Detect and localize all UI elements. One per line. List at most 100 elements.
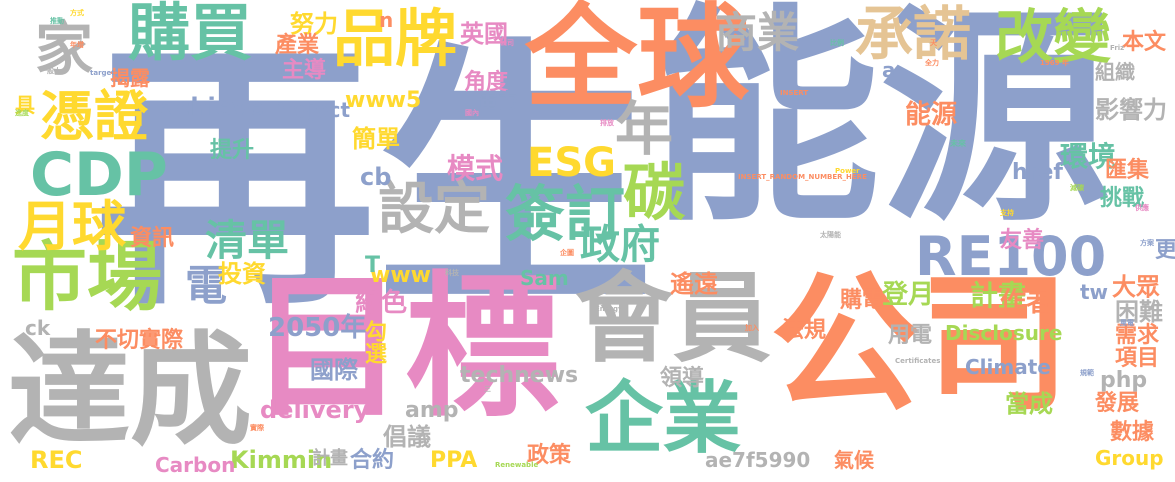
word: 供應 [1135,204,1149,212]
word: 投資 [218,260,266,288]
word: 達成 [8,320,252,462]
word: 本文 [1122,30,1167,55]
word: 發展 [1095,391,1140,416]
word: tw [1080,280,1109,304]
word: 方案 [1140,239,1154,247]
word: 風電 [1120,319,1134,327]
word: 不切實際 [95,328,184,353]
word: 當成 [1005,390,1053,418]
word: 英國 [460,20,508,48]
word: 國內 [465,109,479,117]
word: 需求 [1115,323,1160,348]
word: Carbon [155,453,236,477]
word: 更 [1155,238,1175,263]
word: 支持 [1000,209,1014,217]
word: 排放 [600,119,614,127]
word: 綠色 [355,288,408,318]
word: 太陽能 [820,231,841,239]
word: PPA [430,448,478,473]
word: 角度 [464,70,509,95]
word: 市場 [12,233,163,321]
word: 政策 [527,443,572,468]
word: 匯集 [1105,158,1150,183]
word: 年 [615,95,674,163]
word: 科技 [445,269,459,277]
word: 遙遠 [670,270,718,298]
word: 企圖 [560,249,574,257]
word: amp [405,398,459,423]
word: 加入 [745,324,759,332]
word: Climate [965,355,1051,379]
word: 氣候 [834,448,874,472]
word: RE100 [915,225,1107,288]
word: 方式 [70,9,84,17]
word: 三 [484,385,491,393]
word: 揭露 [110,66,150,90]
word: 計畫 [970,279,1027,312]
word: n [379,8,394,32]
word: 購電 [840,288,885,313]
word: 再生 [95,17,655,343]
word: 承諾 [855,0,972,68]
word: 1969 年 [1040,59,1069,67]
word: Renewable [495,461,539,469]
word: 主導 [282,58,327,83]
word: 政府 [580,222,660,268]
word: 大眾 [1112,273,1160,301]
word: target [90,69,115,77]
word: 目標 [250,257,560,438]
word: 電 [185,261,228,310]
word: 合約 [350,448,395,473]
word: 購買 [128,0,253,69]
word: 作者 [1000,288,1053,318]
word: php [1100,368,1148,393]
word: 數據 [1110,420,1155,445]
word: ESG [527,140,616,186]
word: 組織 [1095,60,1135,84]
word: 比例 [830,39,844,47]
word: 憑證 [40,85,148,148]
word: 資訊 [130,226,175,251]
word: ck [25,316,51,340]
word: 全力 [925,59,939,67]
word: 進度 [15,109,29,117]
word: REC [30,446,83,474]
word: 未來 [950,139,966,148]
word: 2050年 [268,313,367,343]
word: ae7f5990 [705,448,811,472]
word: 簡單 [352,125,400,153]
word: 能源 [905,100,958,130]
word: 碳 [623,156,686,229]
word: 登月 [882,280,935,310]
word: 簽訂 [505,180,625,250]
word: 能源 [650,0,1111,253]
word: 產業 [275,33,320,58]
word: 挑戰 [1100,186,1145,211]
word: T [365,253,381,278]
word: INSERT [780,89,809,97]
word: 國際 [310,356,358,384]
word: a [882,58,896,82]
word: achieve [160,93,264,121]
word: 實際 [250,424,264,432]
word: www5 [345,88,422,113]
word: 影響力 [1095,96,1167,124]
word: 用電 [888,323,933,348]
word: 具 [15,93,35,117]
word: 領導 [660,366,705,391]
word: 項目 [1115,346,1160,371]
word: 企業 [585,374,742,464]
word: Kimmin [230,446,333,474]
word: INSERT_RANDOM_NUMBER_HERE [738,173,867,181]
word: www [370,263,431,288]
word: 天 [930,39,937,47]
word: 努力 [290,10,338,38]
word: 會員 [575,262,772,376]
word: 困難 [1115,298,1163,326]
word: 法規 [782,318,827,343]
word: 電力 [478,88,518,112]
word: 月球 [18,195,126,258]
word: technews [460,363,579,388]
word: Sam [520,266,569,290]
